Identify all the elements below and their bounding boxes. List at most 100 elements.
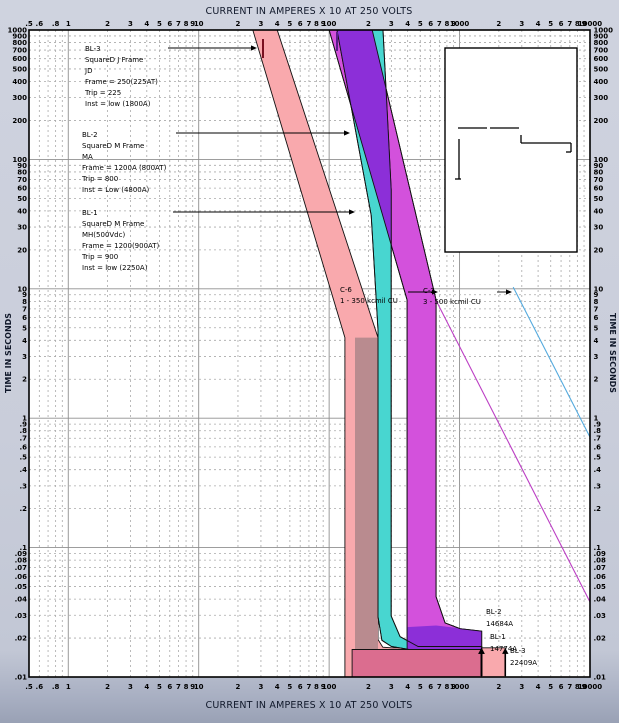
x-tick-label-top: 5 bbox=[418, 20, 423, 28]
x-tick-label-bottom: 2 bbox=[105, 683, 110, 691]
x-tick-label-bottom: 3 bbox=[519, 683, 524, 691]
x-tick-label-bottom: .8 bbox=[52, 683, 60, 691]
x-tick-label-bottom: 6 bbox=[559, 683, 564, 691]
annotation-bl2-line[interactable]: Trip = 800 bbox=[81, 175, 118, 183]
annotation-bl3-line[interactable]: Trip = 225 bbox=[84, 89, 121, 97]
fault-arrow-head bbox=[502, 647, 509, 654]
y-tick-label-left: .4 bbox=[19, 466, 27, 474]
x-tick-label-bottom: 6 bbox=[428, 683, 433, 691]
x-tick-label-top: 1000 bbox=[450, 20, 470, 28]
annotation-bl2-line[interactable]: SquareD M Frame bbox=[82, 142, 144, 150]
y-tick-label-right: 20 bbox=[594, 246, 604, 254]
annotation-c6-line[interactable]: C-6 bbox=[340, 286, 352, 294]
x-tick-label-bottom: .5 bbox=[25, 683, 33, 691]
oneline-inset bbox=[444, 47, 578, 253]
y-tick-label-left: 3 bbox=[22, 353, 27, 361]
annotation-fault_bl2-line[interactable]: 14684A bbox=[486, 620, 513, 628]
annotation-fault_bl3-line[interactable]: BL-3 bbox=[510, 647, 526, 655]
annotation-bl3-line[interactable]: JD bbox=[84, 67, 92, 75]
annotation-bl1-line[interactable]: SquareD M Frame bbox=[82, 220, 144, 228]
y-tick-label-left: .6 bbox=[19, 443, 27, 451]
x-tick-label-bottom: 5 bbox=[287, 683, 292, 691]
x-tick-label-bottom: 3 bbox=[128, 683, 133, 691]
y-tick-label-left: 5 bbox=[22, 324, 27, 332]
y-tick-label-right: .06 bbox=[594, 573, 607, 581]
annotation-bl3-line[interactable]: BL-3 bbox=[85, 45, 101, 53]
curve-bl2-inst-overlap[interactable] bbox=[407, 625, 482, 650]
y-tick-label-left: 100 bbox=[12, 156, 27, 164]
x-tick-label-top: 5 bbox=[157, 20, 162, 28]
curve-bl2-bl1-overlap-top[interactable] bbox=[337, 30, 392, 245]
annotation-c2-line[interactable]: C-2 bbox=[423, 287, 435, 295]
x-tick-label-top: 4 bbox=[144, 20, 149, 28]
x-tick-label-bottom: 7 bbox=[567, 683, 572, 691]
annotation-bl3-line[interactable]: Frame = 250(225AT) bbox=[85, 78, 158, 86]
y-tick-label-right: 3 bbox=[594, 353, 599, 361]
y-tick-label-left: 50 bbox=[17, 195, 27, 203]
x-tick-label-top: 2 bbox=[366, 20, 371, 28]
y-tick-label-left: .05 bbox=[15, 583, 28, 591]
annotation-bl2-line[interactable]: MA bbox=[82, 153, 93, 161]
y-tick-label-left: 200 bbox=[12, 117, 27, 125]
y-tick-label-right: .08 bbox=[594, 557, 607, 565]
annotation-c6-line[interactable]: 1 - 350 kcmil CU bbox=[340, 297, 398, 305]
annotation-fault_bl3-line[interactable]: 22409A bbox=[510, 659, 537, 667]
curve-c2-damage-line[interactable] bbox=[429, 288, 591, 603]
y-tick-label-right: .5 bbox=[594, 454, 602, 462]
annotation-bl2-line[interactable]: Frame = 1200A (800AT) bbox=[82, 164, 167, 172]
y-tick-label-right: 1000 bbox=[594, 27, 614, 35]
y-tick-label-left: 1 bbox=[22, 415, 27, 423]
curve-bl1-bl3-overlap[interactable] bbox=[355, 337, 378, 650]
annotation-fault_bl2-line[interactable]: BL-2 bbox=[486, 608, 502, 616]
y-tick-label-right: 100 bbox=[594, 156, 609, 164]
y-tick-label-left: .08 bbox=[15, 557, 28, 565]
annotation-fault_bl1-line[interactable]: BL-1 bbox=[490, 633, 506, 641]
annotation-bl3-line[interactable]: SquareD J Frame bbox=[85, 56, 143, 64]
annotation-bl2-line[interactable]: BL-2 bbox=[82, 131, 98, 139]
y-tick-label-right: 300 bbox=[594, 94, 609, 102]
y-tick-label-left: .1 bbox=[19, 544, 27, 552]
curve-bl3-band[interactable] bbox=[252, 29, 506, 678]
y-tick-label-right: .01 bbox=[594, 674, 607, 682]
plot-border bbox=[28, 29, 591, 678]
x-tick-label-top: 2 bbox=[236, 20, 241, 28]
x-tick-label-bottom: 2 bbox=[236, 683, 241, 691]
y-tick-label-left: 600 bbox=[12, 55, 27, 63]
annotation-bl1-line[interactable]: Frame = 1200(900AT) bbox=[82, 242, 160, 250]
x-tick-label-bottom: 3 bbox=[389, 683, 394, 691]
curve-bl1-rose-band[interactable] bbox=[351, 649, 483, 678]
x-tick-label-top: 3 bbox=[128, 20, 133, 28]
leader-arrowhead-bl2 bbox=[344, 130, 350, 136]
y-tick-label-left: .09 bbox=[15, 550, 28, 558]
curve-c6-damage-line[interactable] bbox=[512, 286, 591, 438]
x-tick-label-bottom: 5 bbox=[418, 683, 423, 691]
annotation-bl1-line[interactable]: MH(500Vdc) bbox=[82, 231, 125, 239]
annotation-bl1-line[interactable]: Trip = 900 bbox=[81, 253, 118, 261]
y-tick-label-right: 2 bbox=[594, 376, 599, 384]
annotation-bl3-line[interactable]: Inst = low (1800A) bbox=[85, 100, 151, 108]
y-tick-label-right: 900 bbox=[594, 32, 609, 40]
y-tick-label-left: .9 bbox=[19, 421, 27, 429]
annotation-bl2-line[interactable]: Inst = Low (4800A) bbox=[82, 186, 150, 194]
x-tick-label-top: 4 bbox=[275, 20, 280, 28]
bl2-band-outline bbox=[328, 29, 483, 650]
x-tick-label-top: .5 bbox=[25, 20, 33, 28]
x-tick-label-bottom: 8 bbox=[575, 683, 580, 691]
annotation-c2-line[interactable]: 3 - 500 kcmil CU bbox=[423, 298, 481, 306]
annotation-bl1-line[interactable]: BL-1 bbox=[82, 209, 98, 217]
x-tick-label-bottom: 5 bbox=[548, 683, 553, 691]
x-tick-label-bottom: 6 bbox=[167, 683, 172, 691]
x-tick-label-top: 8 bbox=[444, 20, 449, 28]
y-tick-label-left: .07 bbox=[15, 564, 28, 572]
x-tick-label-top: 10000 bbox=[578, 20, 602, 28]
x-tick-label-top: 7 bbox=[306, 20, 311, 28]
annotation-bl1-line[interactable]: Inst = low (2250A) bbox=[82, 264, 148, 272]
y-tick-label-right: 8 bbox=[594, 298, 599, 306]
x-tick-label-bottom: 9 bbox=[190, 683, 195, 691]
y-tick-label-left: .2 bbox=[19, 505, 27, 513]
x-tick-label-top: 6 bbox=[428, 20, 433, 28]
y-tick-label-right: 40 bbox=[594, 207, 604, 215]
x-tick-label-bottom: 1 bbox=[66, 683, 71, 691]
annotation-fault_bl1-line[interactable]: 14774A bbox=[490, 645, 517, 653]
